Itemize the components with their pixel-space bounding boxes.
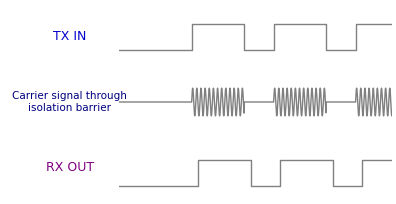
Text: RX OUT: RX OUT (46, 161, 94, 174)
Text: Carrier signal through
isolation barrier: Carrier signal through isolation barrier (12, 91, 127, 113)
Text: TX IN: TX IN (53, 30, 86, 43)
